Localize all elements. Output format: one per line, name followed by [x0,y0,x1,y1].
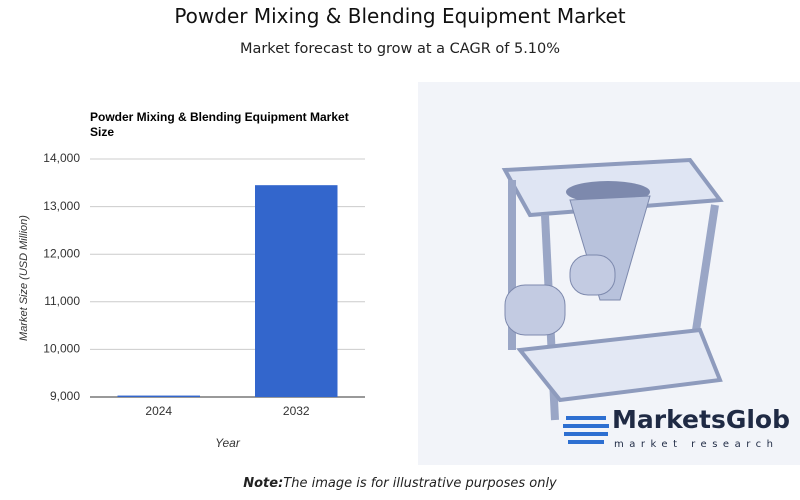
y-axis-label: Market Size (USD Million) [18,215,30,341]
logo-tagline: market research [614,439,778,450]
bar [255,185,338,397]
y-tick-label: 9,000 [50,389,80,403]
x-axis-label: Year [215,436,241,450]
logo: MarketsGlob market research [563,405,790,450]
page-subtitle: Market forecast to grow at a CAGR of 5.1… [239,41,561,57]
product-image [418,82,800,465]
y-tick-label: 13,000 [43,199,80,213]
logo-brand: MarketsGlob [612,405,790,434]
y-tick-label: 12,000 [43,246,80,260]
x-tick-label: 2024 [145,404,172,418]
bar [117,395,200,397]
y-tick-label: 10,000 [43,342,80,356]
chart-title: Powder Mixing & Blending Equipment Marke… [90,110,349,139]
note-label: Note: [243,476,284,491]
y-tick-label: 11,000 [44,294,80,308]
note: Note:The image is for illustrative purpo… [0,476,800,491]
note-text: The image is for illustrative purposes o… [283,476,557,491]
y-tick-label: 14,000 [43,151,80,165]
page-title: Powder Mixing & Blending Equipment Marke… [174,4,626,28]
x-tick-label: 2032 [283,404,310,418]
